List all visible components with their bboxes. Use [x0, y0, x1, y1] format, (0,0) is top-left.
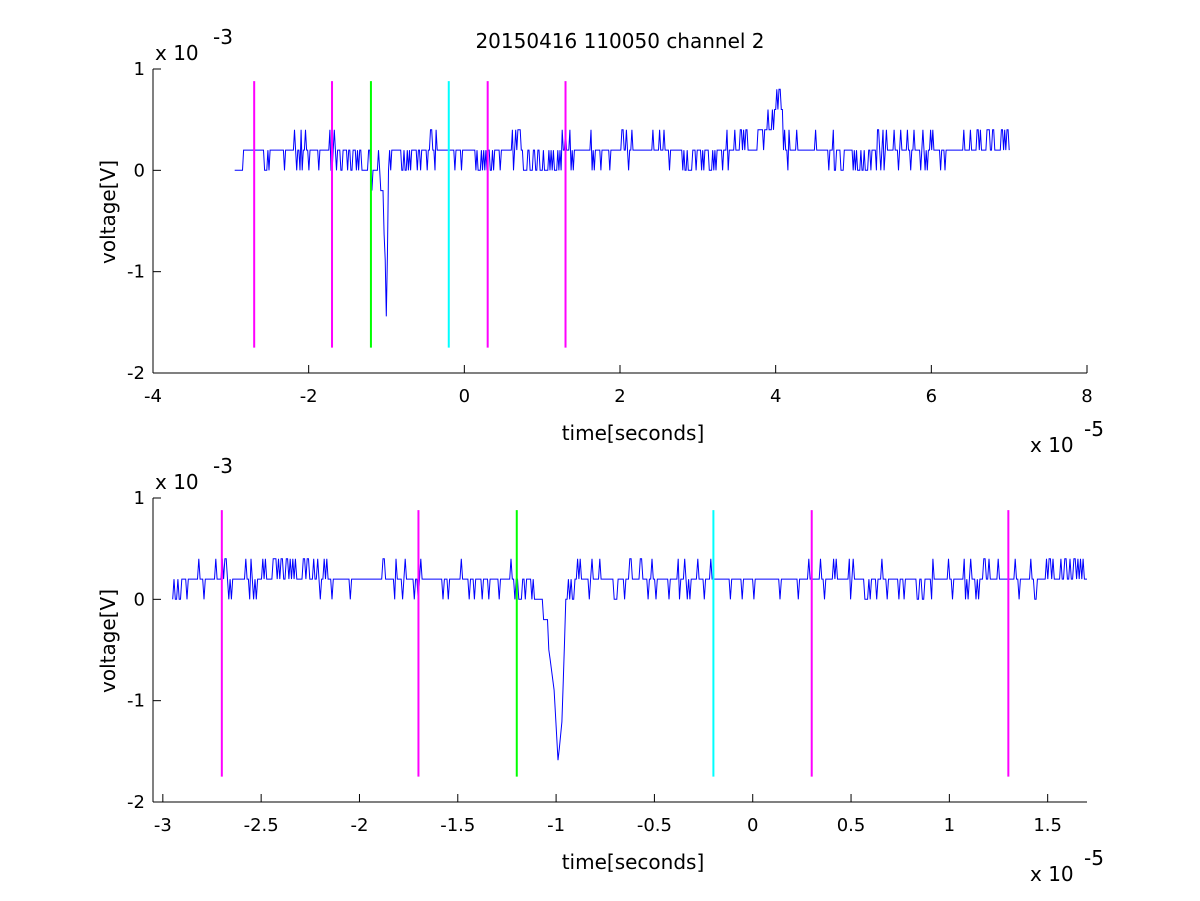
y-axis-title: voltage[V] — [96, 589, 120, 693]
x-axis-title: time[seconds] — [562, 850, 705, 874]
x-tick-label: 1.5 — [1033, 815, 1062, 836]
y-exponent-power: -3 — [213, 25, 233, 49]
x-tick-label: -2 — [300, 386, 318, 407]
x-exponent-power: -5 — [1084, 417, 1104, 441]
x-tick-label: 0 — [747, 815, 758, 836]
x-exponent-power: -5 — [1084, 846, 1104, 870]
x-axis-title: time[seconds] — [562, 421, 705, 445]
y-tick-label: 1 — [134, 59, 145, 80]
y-tick-label: 0 — [134, 589, 145, 610]
y-tick-label: -2 — [127, 363, 145, 384]
x-tick-label: 0.5 — [837, 815, 866, 836]
x-tick-label: -0.5 — [637, 815, 672, 836]
x-tick-label: -2.5 — [244, 815, 279, 836]
x-tick-label: 2 — [614, 386, 625, 407]
x-tick-label: -1 — [547, 815, 565, 836]
y-exponent-label: x 10 — [155, 41, 199, 65]
x-tick-label: -4 — [144, 386, 162, 407]
signal-trace — [234, 88, 1010, 317]
x-tick-label: 0 — [459, 386, 470, 407]
x-tick-label: 1 — [944, 815, 955, 836]
figure-title: 20150416 110050 channel 2 — [475, 29, 764, 53]
y-tick-label: 0 — [134, 160, 145, 181]
signal-trace — [172, 558, 1087, 761]
y-tick-label: 1 — [134, 488, 145, 509]
chart-panel-1: -4 -2 0 2 4 6 8-2-101time[seconds]voltage[V]x … — [96, 25, 1104, 457]
chart-panels: -4 -2 0 2 4 6 8-2-101time[seconds]voltage[V]x … — [96, 25, 1104, 886]
x-tick-label: 4 — [770, 386, 781, 407]
x-exponent-label: x 10 — [1030, 433, 1074, 457]
x-tick-label: 6 — [926, 386, 937, 407]
x-tick-label: 8 — [1081, 386, 1092, 407]
y-exponent-label: x 10 — [155, 470, 199, 494]
chart-panel-2: -3 -2.5 -2 -1.5 -1 -0.5 0 0.5 1 1.5 -2 -1 0 1 time[sec… — [96, 454, 1104, 886]
y-axis-title: voltage[V] — [96, 160, 120, 264]
y-exponent-power: -3 — [213, 454, 233, 478]
x-tick-label: -3 — [154, 815, 172, 836]
x-tick-label: -2 — [350, 815, 368, 836]
x-tick-label: -1.5 — [440, 815, 475, 836]
x-exponent-label: x 10 — [1030, 862, 1074, 886]
y-tick-label: -2 — [127, 792, 145, 813]
y-tick-label: -1 — [127, 262, 145, 283]
y-tick-label: -1 — [127, 691, 145, 712]
